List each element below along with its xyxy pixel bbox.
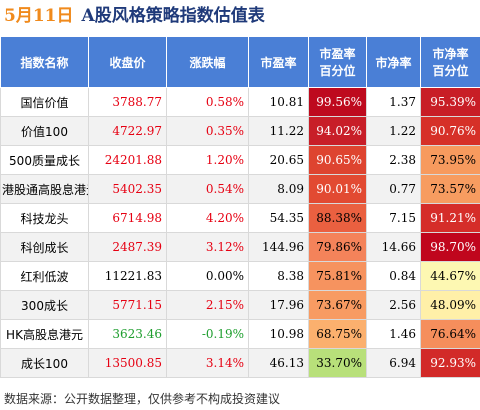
pe: 8.38 [248, 261, 309, 291]
pb: 1.37 [366, 87, 421, 117]
index-name: 科创成长 [0, 232, 89, 262]
table-body: 国信价值 3788.77 0.58% 10.81 99.56% 1.37 95.39% 价值1… [0, 87, 480, 378]
pe: 10.98 [248, 319, 309, 349]
pb-percentile: 92.93% [420, 348, 480, 378]
change-pct: 1.20% [166, 145, 249, 175]
pb-percentile: 95.39% [420, 87, 480, 117]
change-pct: 3.12% [166, 232, 249, 262]
close-price: 24201.88 [88, 145, 167, 175]
pb-percentile: 73.57% [420, 174, 480, 204]
index-name: 500质量成长 [0, 145, 89, 175]
title-text: A股风格策略指数估值表 [81, 6, 265, 26]
index-name: 国信价值 [0, 87, 89, 117]
pb: 6.94 [366, 348, 421, 378]
pb: 2.38 [366, 145, 421, 175]
pe-percentile: 75.81% [308, 261, 367, 291]
column-header: 市净率 [366, 36, 421, 88]
pe-percentile: 90.65% [308, 145, 367, 175]
pe: 11.22 [248, 116, 309, 146]
pb-percentile: 76.64% [420, 319, 480, 349]
pe: 54.35 [248, 203, 309, 233]
pe: 17.96 [248, 290, 309, 320]
change-pct: 0.35% [166, 116, 249, 146]
pe-percentile: 88.38% [308, 203, 367, 233]
pe-percentile: 33.70% [308, 348, 367, 378]
change-pct: 4.20% [166, 203, 249, 233]
column-header: 收盘价 [88, 36, 167, 88]
change-pct: 2.15% [166, 290, 249, 320]
header-row: 指数名称 收盘价 涨跌幅 市盈率 市盈率 百分位 市净率 市净率 百分位 [0, 36, 480, 88]
change-pct: -0.19% [166, 319, 249, 349]
table-row: 500质量成长 24201.88 1.20% 20.65 90.65% 2.38 73.95… [0, 145, 480, 175]
pe: 8.09 [248, 174, 309, 204]
table-row: 成长100 13500.85 3.14% 46.13 33.70% 6.94 92.93% [0, 348, 480, 378]
pb-percentile: 73.95% [420, 145, 480, 175]
pe: 46.13 [248, 348, 309, 378]
index-name: 港股通高股息港元 [0, 174, 89, 204]
column-header: 市盈率 百分位 [308, 36, 367, 88]
table-row: 国信价值 3788.77 0.58% 10.81 99.56% 1.37 95.39% [0, 87, 480, 117]
table-row: 价值100 4722.97 0.35% 11.22 94.02% 1.22 90.76% [0, 116, 480, 146]
pb-percentile: 44.67% [420, 261, 480, 291]
change-pct: 0.54% [166, 174, 249, 204]
table-row: 科创成长 2487.39 3.12% 144.96 79.86% 14.66 98.70% [0, 232, 480, 262]
close-price: 4722.97 [88, 116, 167, 146]
close-price: 3623.46 [88, 319, 167, 349]
table-row: 科技龙头 6714.98 4.20% 54.35 88.38% 7.15 91.21% [0, 203, 480, 233]
pb: 14.66 [366, 232, 421, 262]
table-row: 红利低波 11221.83 0.00% 8.38 75.81% 0.84 44.67% [0, 261, 480, 291]
close-price: 5771.15 [88, 290, 167, 320]
pb: 0.77 [366, 174, 421, 204]
pb: 2.56 [366, 290, 421, 320]
table-row: HK高股息港元 3623.46 -0.19% 10.98 68.75% 1.46 76.64… [0, 319, 480, 349]
pe: 20.65 [248, 145, 309, 175]
pb-percentile: 90.76% [420, 116, 480, 146]
index-name: 300成长 [0, 290, 89, 320]
footer: 数据来源：公开数据整理，仅供参考不构成投资建议 [4, 392, 281, 406]
pb: 1.46 [366, 319, 421, 349]
change-pct: 0.00% [166, 261, 249, 291]
column-header: 涨跌幅 [166, 36, 249, 88]
pb-percentile: 98.70% [420, 232, 480, 262]
table-row: 港股通高股息港元 5402.35 0.54% 8.09 90.01% 0.77 73.57% [0, 174, 480, 204]
close-price: 11221.83 [88, 261, 167, 291]
title-date: 5月11日 [4, 6, 74, 26]
pe: 10.81 [248, 87, 309, 117]
close-price: 13500.85 [88, 348, 167, 378]
close-price: 6714.98 [88, 203, 167, 233]
pe-percentile: 90.01% [308, 174, 367, 204]
index-name: 价值100 [0, 116, 89, 146]
column-header: 指数名称 [0, 36, 89, 88]
column-header: 市净率 百分位 [420, 36, 480, 88]
pb-percentile: 48.09% [420, 290, 480, 320]
pe-percentile: 73.67% [308, 290, 367, 320]
index-name: 成长100 [0, 348, 89, 378]
close-price: 2487.39 [88, 232, 167, 262]
pe-percentile: 99.56% [308, 87, 367, 117]
index-name: HK高股息港元 [0, 319, 89, 349]
change-pct: 3.14% [166, 348, 249, 378]
column-header: 市盈率 [248, 36, 309, 88]
pb: 7.15 [366, 203, 421, 233]
valuation-table: 指数名称 收盘价 涨跌幅 市盈率 市盈率 百分位 市净率 市净率 百分位 国信价值 3788.… [0, 36, 480, 378]
close-price: 5402.35 [88, 174, 167, 204]
change-pct: 0.58% [166, 87, 249, 117]
pb: 1.22 [366, 116, 421, 146]
pe: 144.96 [248, 232, 309, 262]
pe-percentile: 94.02% [308, 116, 367, 146]
close-price: 3788.77 [88, 87, 167, 117]
index-name: 科技龙头 [0, 203, 89, 233]
pb-percentile: 91.21% [420, 203, 480, 233]
index-name: 红利低波 [0, 261, 89, 291]
title: 5月11日 A股风格策略指数估值表 [0, 0, 480, 36]
table-row: 300成长 5771.15 2.15% 17.96 73.67% 2.56 48.09% [0, 290, 480, 320]
pb: 0.84 [366, 261, 421, 291]
pe-percentile: 79.86% [308, 232, 367, 262]
pe-percentile: 68.75% [308, 319, 367, 349]
